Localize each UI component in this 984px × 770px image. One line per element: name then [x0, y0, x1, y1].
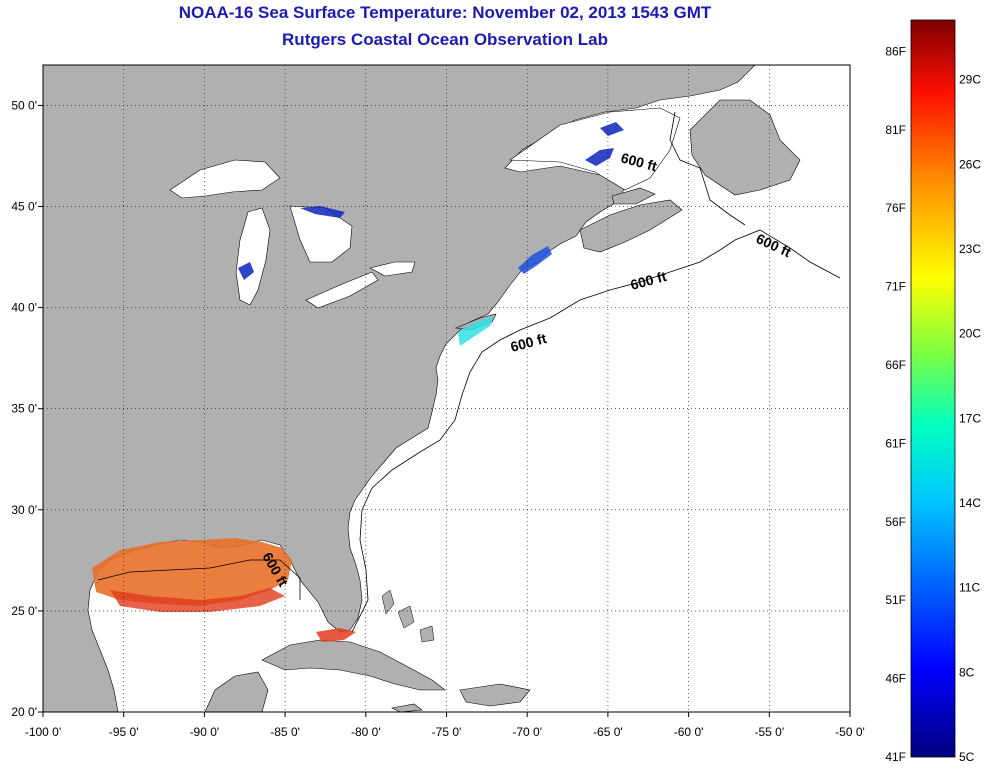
map-title: NOAA-16 Sea Surface Temperature: Novembe… [178, 3, 712, 22]
cold-water-superior [238, 206, 345, 280]
cold-water-stlawrence [585, 122, 624, 166]
colorbar-f-label: 66F [885, 358, 906, 372]
lake-michigan [235, 207, 271, 306]
y-tick-label: 30 0' [11, 503, 37, 517]
y-tick-label: 45 0' [11, 200, 37, 214]
colorbar-f-label: 81F [885, 123, 906, 137]
colorbar-c-label: 20C [959, 327, 981, 341]
colorbar [910, 19, 956, 758]
x-axis-labels: -100 0' -95 0' -90 0' -85 0' -80 0' -75 0' -70… [25, 712, 865, 739]
cold-water-nantucket [458, 316, 494, 346]
x-tick-label: -80 0' [351, 725, 381, 739]
x-tick-label: -55 0' [754, 725, 784, 739]
x-tick-label: -95 0' [109, 725, 139, 739]
colorbar-f-label: 71F [885, 280, 906, 294]
hispaniola-land [459, 683, 531, 707]
pei-land [611, 187, 656, 205]
colorbar-f-label: 76F [885, 201, 906, 215]
colorbar-c-label: 23C [959, 242, 981, 256]
newfoundland-land [689, 99, 801, 196]
lake-erie [305, 271, 379, 309]
x-tick-label: -85 0' [270, 725, 300, 739]
y-axis-labels: 50 0' 45 0' 40 0' 35 0' 30 0' 25 0' 20 0' [11, 98, 43, 719]
colorbar-f-label: 46F [885, 672, 906, 686]
x-tick-label: -65 0' [593, 725, 623, 739]
keys-sst [316, 628, 356, 642]
colorbar-c-label: 14C [959, 496, 981, 510]
gulf-sst-warm [92, 538, 292, 606]
x-tick-label: -60 0' [674, 725, 704, 739]
gulf-of-st-lawrence [509, 107, 681, 191]
colorbar-f-label: 86F [885, 44, 906, 58]
y-tick-label: 50 0' [11, 98, 37, 112]
cold-water-maine [518, 246, 552, 274]
y-tick-label: 35 0' [11, 402, 37, 416]
x-tick-label: -100 0' [25, 725, 61, 739]
colorbar-labels: 86F 81F 76F 71F 66F 61F 56F 51F 46F 41F 29C 26C 23C 2… [885, 44, 981, 764]
colorbar-f-label: 51F [885, 593, 906, 607]
y-tick-label: 20 0' [11, 705, 37, 719]
jamaica-land [391, 703, 423, 712]
x-tick-label: -75 0' [432, 725, 462, 739]
colorbar-c-label: 17C [959, 411, 981, 425]
map-subtitle: Rutgers Coastal Ocean Observation Lab [282, 30, 608, 49]
colorbar-f-label: 41F [885, 750, 906, 764]
colorbar-c-label: 29C [959, 73, 981, 87]
bahamas-land [381, 589, 435, 643]
x-tick-label: -70 0' [512, 725, 542, 739]
colorbar-c-label: 11C [959, 581, 980, 595]
colorbar-c-label: 8C [959, 665, 975, 679]
colorbar-f-label: 56F [885, 515, 906, 529]
colorbar-f-label: 61F [885, 436, 906, 450]
lake-superior [169, 159, 281, 199]
y-tick-label: 25 0' [11, 604, 37, 618]
colorbar-c-label: 5C [959, 750, 975, 764]
x-tick-label: -50 0' [835, 725, 865, 739]
y-tick-label: 40 0' [11, 301, 37, 315]
land-masses [43, 65, 801, 712]
gulf-sst-hot [110, 588, 285, 612]
yucatan-land [204, 671, 269, 712]
isobath-600ft [97, 111, 841, 633]
nova-scotia-land [579, 199, 683, 253]
x-tick-label: -90 0' [190, 725, 220, 739]
colorbar-c-label: 26C [959, 157, 981, 171]
lake-ontario [369, 261, 416, 277]
